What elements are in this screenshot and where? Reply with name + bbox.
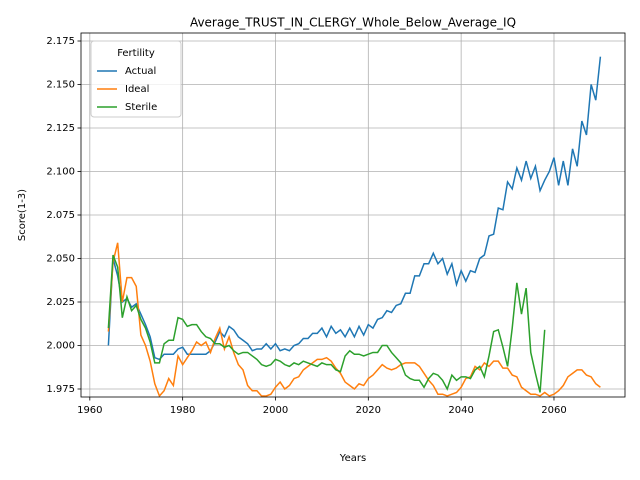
x-tick-label: 1980: [170, 405, 195, 416]
legend-label: Sterile: [125, 102, 157, 113]
x-tick-label: 2000: [263, 405, 288, 416]
y-tick-label: 2.100: [46, 167, 75, 178]
x-tick-label: 2040: [448, 405, 473, 416]
y-tick-label: 2.000: [46, 340, 75, 351]
y-tick-label: 2.175: [46, 36, 75, 47]
line-series: [107, 254, 546, 393]
y-axis-label: Score(1-3): [17, 189, 28, 241]
y-tick-label: 1.975: [46, 384, 75, 395]
line-series: [107, 242, 601, 397]
legend-box: [90, 40, 182, 118]
chart-title: Average_TRUST_IN_CLERGY_Whole_Below_Aver…: [190, 16, 516, 30]
y-tick-label: 2.125: [46, 123, 75, 134]
y-tick-label: 2.025: [46, 297, 75, 308]
y-tick-label: 2.050: [46, 253, 75, 264]
plot-frame: [80, 32, 626, 398]
legend-label: Actual: [125, 66, 156, 77]
x-tick-label: 1960: [77, 405, 102, 416]
legend-title: Fertility: [117, 48, 155, 59]
legend: Fertility Actual Ideal Sterile: [90, 40, 182, 118]
legend-label: Ideal: [125, 84, 149, 95]
y-tick-label: 2.075: [46, 210, 75, 221]
y-tick-label: 2.150: [46, 80, 75, 91]
x-tick-label: 2020: [356, 405, 381, 416]
x-axis-label: Years: [339, 453, 366, 464]
x-tick-label: 2060: [541, 405, 566, 416]
